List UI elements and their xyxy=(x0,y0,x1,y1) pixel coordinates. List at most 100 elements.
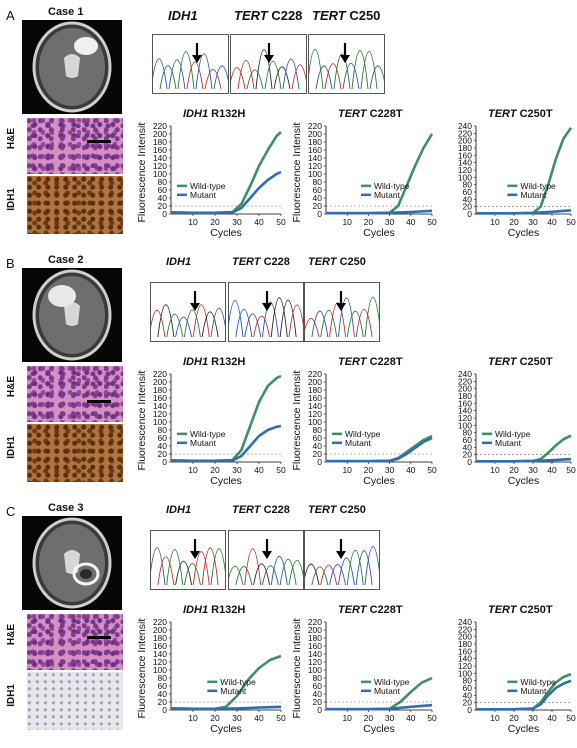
y-tick-label: 180 xyxy=(153,385,167,395)
y-tick-label: 100 xyxy=(308,417,322,427)
chromatogram-peak xyxy=(255,49,273,90)
x-tick-label: 30 xyxy=(232,217,242,227)
y-tick-label: 80 xyxy=(463,180,473,190)
y-tick-label: 80 xyxy=(313,177,323,187)
chromatogram xyxy=(226,530,306,590)
x-tick-label: 50 xyxy=(276,465,286,475)
chart-title: TERT C250T xyxy=(488,108,553,120)
arrow-head xyxy=(190,551,200,559)
sequencing-title: TERT C228 xyxy=(232,256,290,268)
y-tick-label: 0 xyxy=(467,209,472,219)
chromatogram-peak xyxy=(311,566,329,586)
ihc-label: IDH1 xyxy=(6,684,17,707)
x-tick-label: 50 xyxy=(566,465,576,475)
y-tick-label: 140 xyxy=(153,153,167,163)
y-tick-label: 40 xyxy=(463,442,473,452)
series-line-mutant xyxy=(326,209,433,215)
site-name: C228 xyxy=(267,8,303,23)
chromatogram-peak xyxy=(213,65,231,90)
x-tick-label: 40 xyxy=(254,465,264,475)
y-tick-label: 40 xyxy=(158,441,168,451)
y-tick-label: 220 xyxy=(153,618,167,627)
chromatogram-peak xyxy=(355,550,373,586)
y-tick-label: 180 xyxy=(153,137,167,147)
x-tick-label: 10 xyxy=(188,465,198,475)
y-tick-label: 220 xyxy=(153,370,167,379)
x-tick-label: 30 xyxy=(528,713,538,723)
ventricles xyxy=(64,302,80,326)
y-tick-label: 220 xyxy=(458,624,472,634)
lesion xyxy=(72,562,100,586)
series-line-mutant xyxy=(170,705,282,711)
chromatogram xyxy=(228,34,309,94)
x-tick-label: 10 xyxy=(188,713,198,723)
y-tick-label: 140 xyxy=(153,401,167,411)
x-tick-label: 20 xyxy=(210,465,220,475)
chromatogram-peak xyxy=(186,61,204,90)
sequencing-title: IDH1 xyxy=(166,504,191,516)
y-tick-label: 180 xyxy=(153,633,167,643)
sequencing-title: TERT C250 xyxy=(312,8,380,23)
y-tick-label: 120 xyxy=(153,409,167,419)
legend-label: Mutant xyxy=(520,686,547,696)
chromatogram-peak xyxy=(270,297,288,338)
y-tick-label: 60 xyxy=(313,185,323,195)
gene-name: TERT xyxy=(234,8,268,23)
x-tick-label: 30 xyxy=(385,217,395,227)
x-axis-label: Cycles xyxy=(363,475,395,487)
legend-label: Wild-type xyxy=(190,181,226,191)
series-line-wild-type xyxy=(326,133,434,215)
chromatogram-peak xyxy=(311,311,329,338)
arrow-head xyxy=(192,55,202,63)
y-tick-label: 60 xyxy=(158,433,168,443)
chart-title-gene: IDH1 xyxy=(183,356,209,368)
y-tick-label: 120 xyxy=(458,165,472,175)
chart-title-variant: C250T xyxy=(516,356,553,368)
chromatogram-peak xyxy=(346,549,364,586)
y-tick-label: 140 xyxy=(308,153,322,163)
chromatogram-peak xyxy=(150,58,168,90)
legend-label: Mutant xyxy=(495,438,522,448)
chromatogram-peak xyxy=(355,309,373,338)
chromatogram xyxy=(226,282,306,342)
y-tick-label: 40 xyxy=(313,441,323,451)
y-tick-label: 60 xyxy=(463,435,473,445)
y-tick-label: 60 xyxy=(158,681,168,691)
x-axis-label: Cycles xyxy=(363,227,395,239)
y-tick-label: 60 xyxy=(158,185,168,195)
x-tick-label: 40 xyxy=(254,713,264,723)
y-tick-label: 60 xyxy=(313,681,323,691)
y-tick-label: 160 xyxy=(308,145,322,155)
legend-label: Wild-type xyxy=(495,429,531,439)
x-tick-label: 20 xyxy=(509,217,519,227)
y-tick-label: 200 xyxy=(458,384,472,394)
y-tick-label: 160 xyxy=(153,145,167,155)
y-tick-label: 120 xyxy=(153,161,167,171)
chromatogram-peak xyxy=(324,63,342,90)
y-tick-label: 200 xyxy=(308,129,322,139)
chart-title: TERT C228T xyxy=(338,356,403,368)
y-tick-label: 180 xyxy=(308,385,322,395)
chromatogram-peak xyxy=(279,299,297,338)
chromatogram xyxy=(306,34,387,94)
he-histology-image xyxy=(27,118,123,174)
y-tick-label: 40 xyxy=(463,194,473,204)
chromatogram-peak xyxy=(315,65,333,90)
lesion xyxy=(74,37,98,55)
chromatogram-peak xyxy=(270,555,288,586)
chromatogram xyxy=(150,34,231,94)
x-tick-label: 10 xyxy=(490,465,500,475)
chromatogram-trace xyxy=(302,539,382,586)
chromatogram-peak xyxy=(177,51,195,90)
x-tick-label: 20 xyxy=(210,713,220,723)
chromatogram-peak xyxy=(279,559,297,586)
legend-label: Mutant xyxy=(520,190,547,200)
series-line-mutant xyxy=(170,424,282,463)
series-line-wild-type xyxy=(476,434,572,463)
y-tick-label: 0 xyxy=(317,209,322,219)
y-tick-label: 200 xyxy=(458,136,472,146)
y-tick-label: 20 xyxy=(158,449,168,459)
